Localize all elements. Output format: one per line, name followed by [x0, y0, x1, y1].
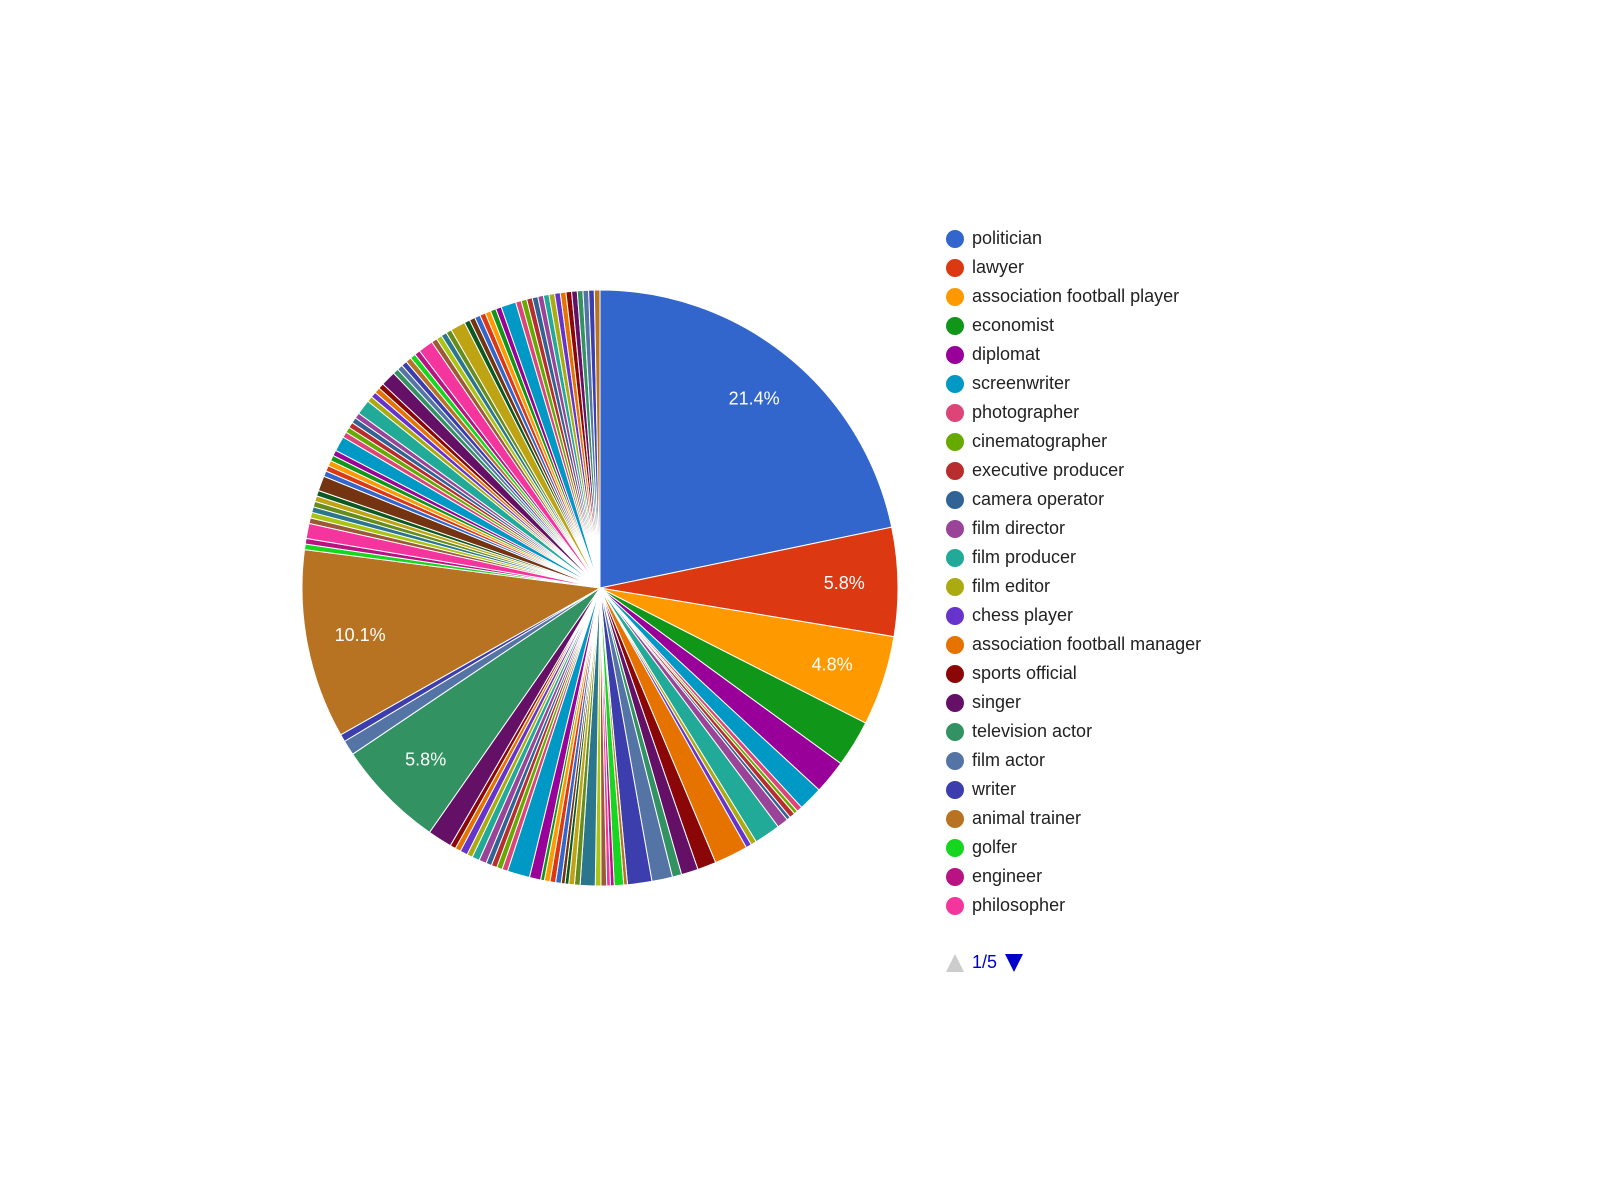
legend-color-dot-icon	[946, 867, 964, 886]
legend-color-dot-icon	[946, 838, 964, 857]
legend-item[interactable]: animal trainer	[946, 804, 1201, 833]
legend-color-dot-icon	[946, 403, 964, 422]
legend-label: politician	[972, 228, 1043, 248]
legend-item[interactable]: photographer	[946, 398, 1201, 427]
legend-color-dot-icon	[946, 809, 964, 828]
slice-data-label: 4.8%	[812, 654, 853, 674]
legend-item[interactable]: film producer	[946, 543, 1201, 572]
legend-item[interactable]: cinematographer	[946, 427, 1201, 456]
legend-label: film director	[972, 518, 1066, 538]
legend-color-dot-icon	[946, 461, 964, 480]
legend-item[interactable]: film director	[946, 514, 1201, 543]
legend-label: screenwriter	[972, 373, 1071, 393]
legend-pager: 1/5	[946, 952, 1024, 973]
legend-item[interactable]: economist	[946, 311, 1201, 340]
legend-item[interactable]: association football player	[946, 282, 1201, 311]
legend-label: diplomat	[972, 344, 1041, 364]
legend-color-dot-icon	[946, 548, 964, 567]
legend-color-dot-icon	[946, 258, 964, 277]
previous-page-arrow-icon[interactable]	[946, 953, 964, 972]
legend-item[interactable]: television actor	[946, 717, 1201, 746]
legend-label: film editor	[972, 576, 1051, 596]
legend-color-dot-icon	[946, 635, 964, 654]
slice-data-label: 5.8%	[405, 749, 446, 769]
legend-label: camera operator	[972, 489, 1105, 509]
legend-label: sports official	[972, 663, 1077, 683]
legend-item[interactable]: writer	[946, 775, 1201, 804]
legend-item[interactable]: golfer	[946, 833, 1201, 862]
legend-label: film producer	[972, 547, 1077, 567]
pie-slice[interactable]	[301, 549, 602, 736]
legend-item[interactable]: sports official	[946, 659, 1201, 688]
legend-item[interactable]: diplomat	[946, 340, 1201, 369]
legend-color-dot-icon	[946, 896, 964, 915]
legend-label: association football manager	[972, 634, 1202, 654]
legend-color-dot-icon	[946, 374, 964, 393]
legend-label: golfer	[972, 837, 1018, 857]
legend-color-dot-icon	[946, 577, 964, 596]
legend-label: economist	[972, 315, 1055, 335]
legend-item[interactable]: executive producer	[946, 456, 1201, 485]
legend-label: photographer	[972, 402, 1080, 422]
legend-color-dot-icon	[946, 664, 964, 683]
legend-label: writer	[972, 779, 1016, 799]
legend-label: animal trainer	[972, 808, 1082, 828]
legend-item[interactable]: chess player	[946, 601, 1201, 630]
legend-color-dot-icon	[946, 432, 964, 451]
legend-color-dot-icon	[946, 345, 964, 364]
legend-item[interactable]: philosopher	[946, 891, 1201, 920]
legend-label: film actor	[972, 750, 1046, 770]
legend-label: lawyer	[972, 257, 1025, 277]
legend-page-indicator: 1/5	[972, 952, 998, 972]
slice-data-label: 10.1%	[335, 625, 386, 645]
legend-item[interactable]: lawyer	[946, 253, 1201, 282]
legend-item[interactable]: film actor	[946, 746, 1201, 775]
legend-label: association football player	[972, 286, 1180, 306]
legend-item[interactable]: politician	[946, 224, 1201, 253]
legend-color-dot-icon	[946, 519, 964, 538]
legend-item[interactable]: singer	[946, 688, 1201, 717]
legend-color-dot-icon	[946, 751, 964, 770]
legend-label: cinematographer	[972, 431, 1108, 451]
legend-color-dot-icon	[946, 287, 964, 306]
pie-slice[interactable]	[593, 289, 601, 589]
legend-label: television actor	[972, 721, 1093, 741]
legend-color-dot-icon	[946, 316, 964, 335]
legend-color-dot-icon	[946, 490, 964, 509]
legend-item[interactable]: engineer	[946, 862, 1201, 891]
legend-color-dot-icon	[946, 722, 964, 741]
legend-label: singer	[972, 692, 1022, 712]
legend-color-dot-icon	[946, 229, 964, 248]
legend: politician lawyer association football pla…	[946, 224, 1201, 920]
legend-item[interactable]: camera operator	[946, 485, 1201, 514]
legend-item[interactable]: association football manager	[946, 630, 1201, 659]
legend-color-dot-icon	[946, 693, 964, 712]
legend-label: executive producer	[972, 460, 1125, 480]
next-page-arrow-icon[interactable]	[1005, 953, 1024, 972]
legend-color-dot-icon	[946, 606, 964, 625]
legend-item[interactable]: film editor	[946, 572, 1201, 601]
legend-label: philosopher	[972, 895, 1066, 915]
legend-label: chess player	[972, 605, 1074, 625]
legend-label: engineer	[972, 866, 1043, 886]
pie-slice[interactable]	[599, 289, 893, 589]
legend-item[interactable]: screenwriter	[946, 369, 1201, 398]
slice-data-label: 21.4%	[729, 388, 780, 408]
slice-data-label: 5.8%	[824, 573, 865, 593]
legend-color-dot-icon	[946, 780, 964, 799]
